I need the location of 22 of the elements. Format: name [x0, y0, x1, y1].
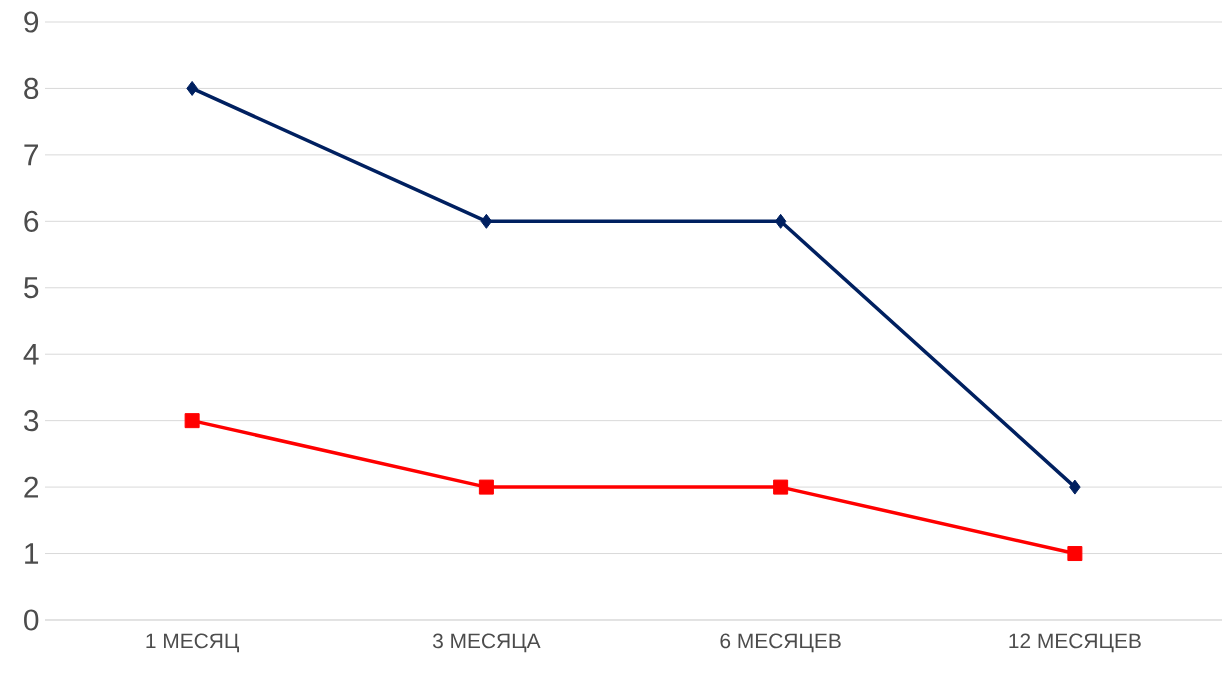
point — [773, 479, 789, 495]
y-tick-label: 7 — [24, 144, 38, 166]
y-tick-label: 2 — [24, 476, 38, 498]
y-tick-label: 1 — [25, 543, 39, 564]
x-tick-label: 12 МЕСЯЦЕВ — [1009, 633, 1141, 653]
point — [1067, 546, 1083, 562]
y-tick-label: 4 — [23, 343, 39, 365]
point — [774, 213, 787, 229]
x-tick-label: 1 МЕСЯЦ — [146, 633, 239, 653]
y-tick-label: 6 — [24, 210, 39, 232]
y-tick-label: 8 — [24, 77, 39, 100]
point — [480, 213, 493, 229]
point — [1069, 479, 1081, 495]
y-tick-label: 5 — [24, 277, 39, 299]
y-tick-label: 3 — [24, 410, 39, 432]
x-tick-label: 6 МЕСЯЦЕВ — [720, 633, 841, 653]
x-tick-label: 3 МЕСЯЦА — [432, 633, 541, 653]
point — [186, 80, 198, 96]
point — [184, 413, 200, 429]
y-tick-label: 0 — [24, 609, 39, 631]
point — [478, 479, 494, 495]
y-tick-label: 9 — [24, 11, 39, 33]
